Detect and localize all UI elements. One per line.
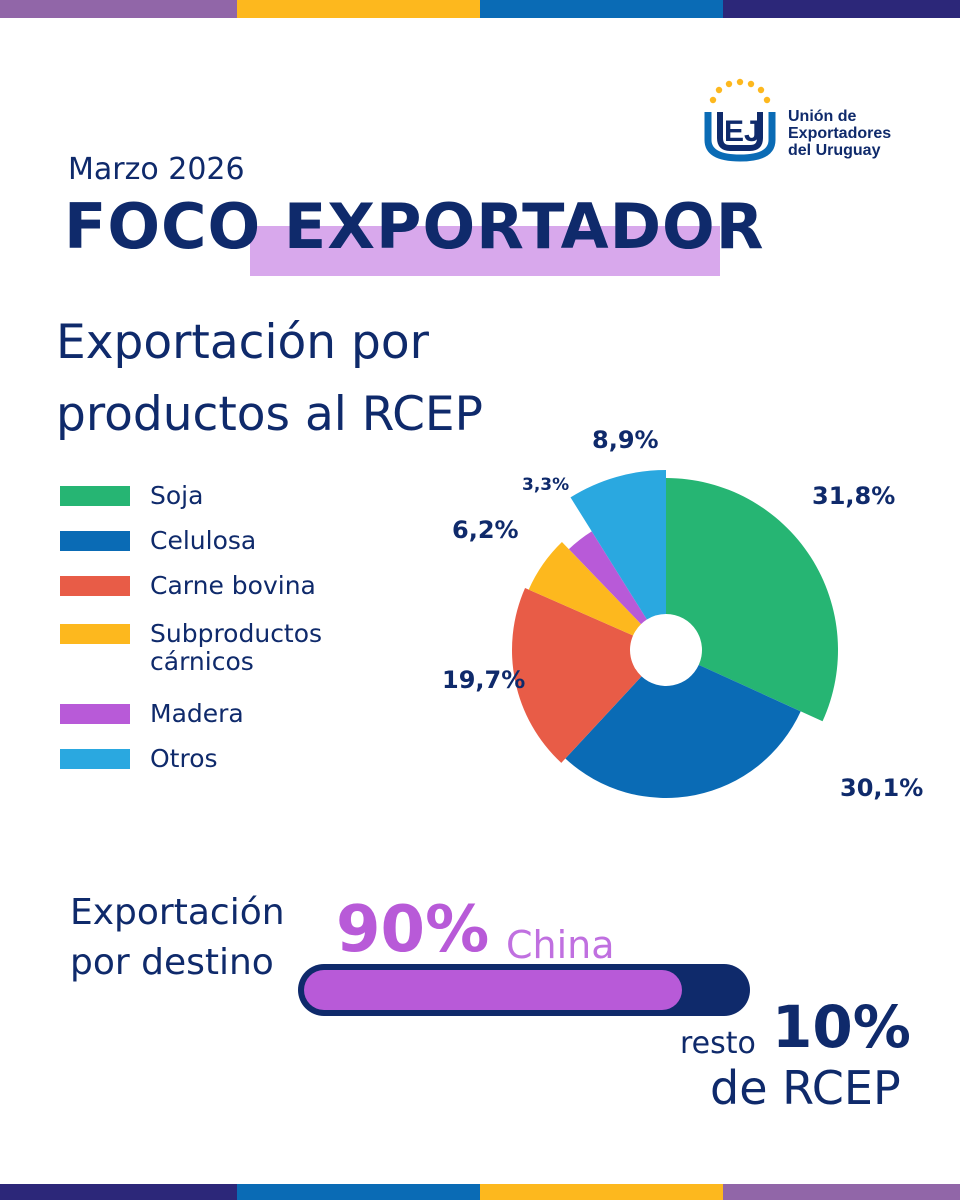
title-part-2: EXPORTADOR: [283, 190, 765, 263]
stripe-segment: [237, 1184, 480, 1200]
title-part-1: FOCO: [64, 190, 262, 263]
logo-line-1: Unión de: [788, 108, 857, 125]
destination-main-percent: 90%: [336, 893, 490, 967]
legend-swatch: [60, 486, 130, 506]
section-title-line-2: productos al RCEP: [56, 387, 483, 442]
pie-data-label: 6,2%: [452, 516, 519, 544]
destination-rest-word: resto: [680, 1026, 756, 1061]
destination-main-name: China: [506, 923, 615, 967]
pie-data-label: 30,1%: [840, 774, 923, 802]
legend-item: Soja: [60, 482, 203, 510]
legend-swatch: [60, 576, 130, 596]
pie-slice-subproductos-cárnicos: [528, 541, 642, 636]
logo-mark-text: EJ: [724, 115, 761, 148]
legend-item: Celulosa: [60, 527, 256, 555]
title-highlight: [250, 226, 720, 276]
logo-mark-icon: EJ: [704, 78, 776, 162]
pie-slice-celulosa: [565, 664, 801, 798]
destination-rest-name: de RCEP: [710, 1061, 901, 1115]
legend-label: Celulosa: [150, 526, 257, 555]
stripe-segment: [480, 0, 723, 18]
legend-item: Subproductos cárnicos: [60, 620, 322, 676]
legend-swatch: [60, 704, 130, 724]
legend-label: Soja: [150, 481, 204, 510]
pie-slice-madera: [568, 531, 647, 625]
stripe-segment: [0, 1184, 237, 1200]
legend-swatch: [60, 749, 130, 769]
destination-label-line-1: Exportación: [70, 892, 285, 933]
legend-item: Carne bovina: [60, 572, 316, 600]
logo-text: Unión de Exportadores del Uruguay: [788, 108, 891, 159]
stripe-segment: [723, 1184, 960, 1200]
destination-label-line-2: por destino: [70, 942, 274, 983]
legend-label: Madera: [150, 699, 244, 728]
legend-item: Madera: [60, 700, 244, 728]
logo-line-2: Exportadores: [788, 125, 892, 142]
pie-slice-soja: [666, 478, 838, 722]
page-title: FOCO EXPORTADOR: [64, 190, 765, 280]
pie-data-label: 19,7%: [442, 666, 525, 694]
legend-label: Subproductos cárnicos: [150, 619, 323, 676]
stripe-segment: [237, 0, 480, 18]
logo-line-3: del Uruguay: [788, 142, 881, 159]
stripe-segment: [0, 0, 237, 18]
pie-data-label: 8,9%: [592, 426, 659, 454]
top-stripe: [0, 0, 960, 18]
legend-swatch: [60, 531, 130, 551]
bottom-stripe: [0, 1184, 960, 1200]
pie-chart: 31,8% 30,1% 19,7% 6,2% 3,3% 8,9%: [442, 426, 923, 802]
stripe-segment: [480, 1184, 723, 1200]
logo: EJ Unión de Exportadores del Uruguay: [700, 78, 910, 168]
legend-label: Carne bovina: [150, 571, 316, 600]
destination-rest-percent: 10%: [772, 993, 911, 1061]
pie-slice-carne-bovina: [512, 587, 642, 763]
destination-bar-track: [298, 964, 750, 1016]
section-title-line-1: Exportación por: [56, 315, 429, 370]
pie-data-label: 31,8%: [812, 482, 895, 510]
stripe-segment: [723, 0, 960, 18]
destination-label: Exportación por destino: [70, 888, 285, 988]
pie-slice-otros: [570, 470, 666, 620]
legend-item: Otros: [60, 745, 218, 773]
legend-label: Otros: [150, 744, 218, 773]
report-date: Marzo 2026: [68, 152, 245, 187]
legend-swatch: [60, 624, 130, 644]
pie-data-label: 3,3%: [522, 475, 569, 495]
destination-bar-fill: [304, 970, 682, 1010]
